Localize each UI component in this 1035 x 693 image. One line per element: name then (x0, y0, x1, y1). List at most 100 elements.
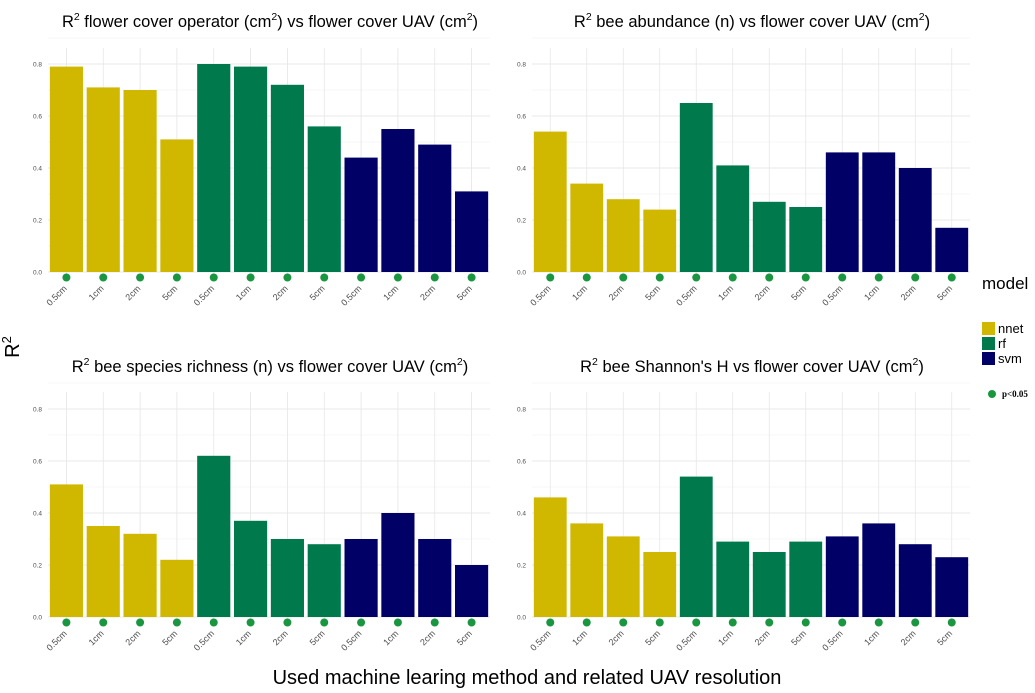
bar-rf-1cm (234, 66, 268, 272)
x-tick-label: 2cm (123, 628, 142, 647)
bar-svm-5cm (455, 191, 489, 272)
bar-nnet-2cm (606, 536, 640, 617)
bar-nnet-5cm (160, 559, 194, 617)
significance-marker (692, 618, 701, 627)
x-tick-label: 5cm (308, 283, 327, 302)
bar-nnet-5cm (160, 139, 194, 272)
bar-svm-2cm (418, 539, 452, 617)
x-tick-label: 0.5cm (528, 628, 552, 652)
x-tick-label: 1cm (716, 628, 735, 647)
x-tick-label: 1cm (234, 283, 253, 302)
significance-marker (136, 618, 145, 627)
bar-svm-0.5cm (825, 536, 859, 617)
y-axis-title: R2 (0, 336, 24, 358)
y-tick-label: 0.0 (517, 615, 526, 622)
x-tick-label: 5cm (455, 628, 474, 647)
x-tick-label: 2cm (418, 628, 437, 647)
significance-marker (728, 618, 737, 627)
significance-marker (62, 618, 71, 627)
legend-title: model (982, 274, 1028, 293)
x-tick-label: 0.5cm (528, 283, 552, 307)
legend-label-rf: rf (998, 336, 1006, 351)
x-tick-label: 2cm (899, 283, 918, 302)
x-tick-label: 2cm (607, 283, 626, 302)
significance-marker (99, 618, 108, 627)
panel-title: R2 flower cover operator (cm2) vs flower… (62, 11, 478, 31)
bar-rf-0.5cm (679, 103, 713, 272)
x-tick-label: 5cm (455, 283, 474, 302)
bar-svm-2cm (898, 544, 932, 617)
x-tick-label: 1cm (381, 628, 400, 647)
bar-svm-1cm (862, 523, 896, 617)
x-tick-label: 5cm (935, 283, 954, 302)
x-tick-label: 1cm (570, 628, 589, 647)
bar-svm-0.5cm (344, 539, 378, 617)
y-tick-label: 0.4 (517, 166, 526, 173)
bar-nnet-0.5cm (49, 484, 83, 617)
significance-marker (947, 618, 956, 627)
significance-marker (99, 273, 108, 282)
bar-svm-5cm (455, 565, 489, 617)
y-tick-label: 0.8 (517, 62, 526, 69)
panel-1: R2 flower cover operator (cm2) vs flower… (33, 11, 490, 308)
significance-marker (619, 273, 628, 282)
significance-marker (467, 273, 476, 282)
x-tick-label: 1cm (716, 283, 735, 302)
x-tick-label: 1cm (570, 283, 589, 302)
significance-marker (765, 273, 774, 282)
bar-svm-1cm (381, 513, 415, 617)
significance-marker (172, 273, 181, 282)
bar-rf-5cm (789, 207, 823, 272)
y-tick-label: 0.2 (33, 218, 42, 225)
y-tick-label: 0.8 (33, 407, 42, 414)
x-tick-label: 0.5cm (674, 283, 698, 307)
significance-marker (692, 273, 701, 282)
significance-marker (393, 273, 402, 282)
significance-marker (546, 273, 555, 282)
significance-marker (874, 618, 883, 627)
bar-svm-2cm (418, 144, 452, 272)
x-tick-label: 0.5cm (44, 628, 68, 652)
y-tick-label: 0.0 (517, 270, 526, 277)
significance-marker (283, 273, 292, 282)
legend-key-rf (982, 337, 995, 350)
x-tick-label: 5cm (160, 283, 179, 302)
significance-marker (430, 273, 439, 282)
y-tick-label: 0.8 (33, 62, 42, 69)
bar-svm-2cm (898, 168, 932, 272)
bar-nnet-5cm (643, 209, 677, 272)
bar-svm-5cm (935, 557, 969, 617)
panel-4: R2 bee Shannon's H vs flower cover UAV (… (517, 356, 970, 653)
y-tick-label: 0.6 (517, 459, 526, 466)
legend-significance-label: p<0.05 (1002, 389, 1028, 399)
panel-title: R2 bee abundance (n) vs flower cover UAV… (574, 11, 930, 31)
y-tick-label: 0.2 (517, 218, 526, 225)
bar-nnet-2cm (123, 533, 157, 617)
bar-svm-1cm (381, 129, 415, 272)
significance-marker (62, 273, 71, 282)
x-tick-label: 5cm (789, 628, 808, 647)
x-tick-label: 5cm (935, 628, 954, 647)
y-tick-label: 0.8 (517, 407, 526, 414)
x-tick-label: 2cm (271, 628, 290, 647)
x-tick-label: 2cm (418, 283, 437, 302)
y-tick-label: 0.6 (517, 114, 526, 121)
bar-svm-0.5cm (825, 152, 859, 272)
x-tick-label: 5cm (789, 283, 808, 302)
legend-key-svm (982, 352, 995, 365)
x-tick-label: 0.5cm (339, 283, 363, 307)
bar-rf-1cm (716, 165, 750, 272)
bar-rf-0.5cm (197, 455, 231, 617)
significance-marker (874, 273, 883, 282)
significance-marker (728, 273, 737, 282)
bar-nnet-1cm (86, 526, 120, 617)
x-tick-label: 0.5cm (192, 283, 216, 307)
significance-marker (357, 273, 366, 282)
bar-rf-2cm (752, 201, 786, 272)
x-tick-label: 0.5cm (674, 628, 698, 652)
significance-marker (546, 618, 555, 627)
x-tick-label: 0.5cm (820, 283, 844, 307)
significance-marker (838, 618, 847, 627)
significance-marker (655, 273, 664, 282)
